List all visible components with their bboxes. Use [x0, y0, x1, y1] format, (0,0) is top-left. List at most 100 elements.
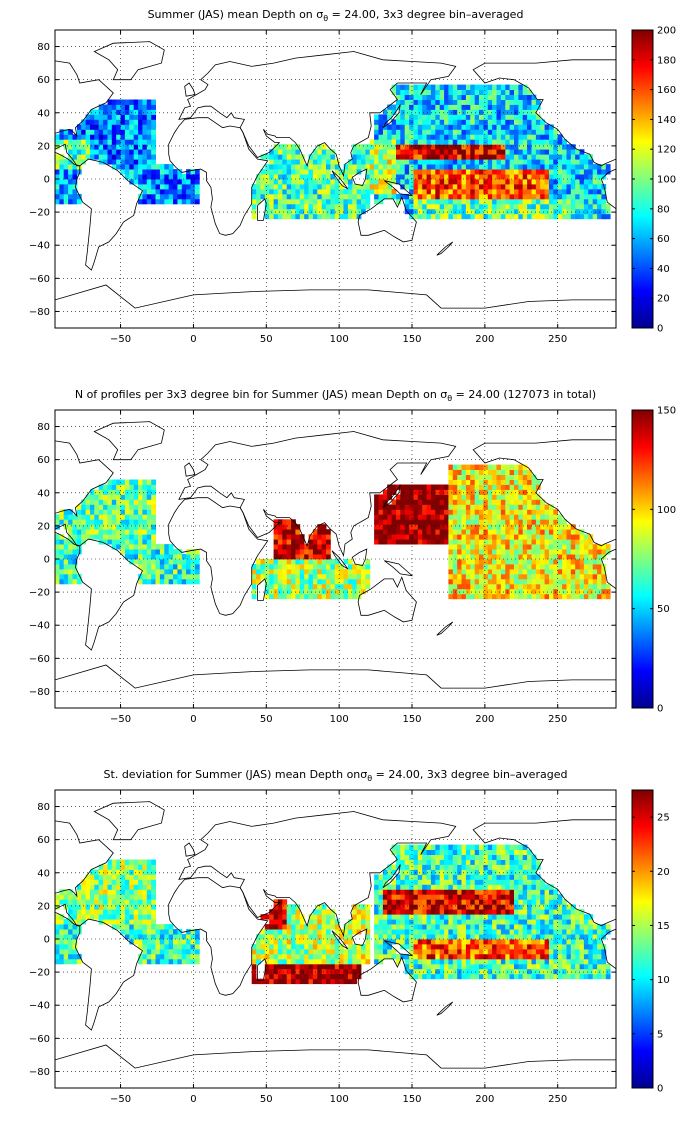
- heatmap-cell: [378, 948, 384, 955]
- heatmap-cell: [291, 958, 296, 965]
- heatmap-cell: [557, 198, 563, 205]
- heatmap-cell: [522, 564, 528, 570]
- heatmap-cell: [518, 139, 524, 145]
- heatmap-cell: [103, 914, 108, 920]
- heatmap-cell: [579, 179, 585, 185]
- heatmap-cell: [168, 953, 174, 960]
- heatmap-cell: [553, 593, 559, 600]
- heatmap-cell: [400, 844, 406, 850]
- heatmap-cell: [312, 529, 318, 535]
- heatmap-cell: [592, 203, 598, 210]
- heatmap-cell: [326, 149, 331, 155]
- heatmap-cell: [409, 494, 414, 500]
- heatmap-cell: [129, 504, 135, 510]
- heatmap-cell: [487, 578, 493, 585]
- heatmap-cell: [457, 139, 462, 145]
- heatmap-cell: [129, 544, 135, 550]
- heatmap-cell: [588, 188, 594, 195]
- heatmap-cell: [514, 179, 519, 185]
- heatmap-cell: [417, 854, 423, 860]
- heatmap-cell: [509, 184, 515, 190]
- heatmap-cell: [321, 944, 327, 950]
- heatmap-cell: [400, 889, 406, 895]
- heatmap-cell: [566, 588, 572, 595]
- heatmap-cell: [299, 198, 305, 205]
- heatmap-cell: [72, 179, 78, 185]
- heatmap-cell: [531, 539, 537, 545]
- heatmap-cell: [457, 104, 462, 110]
- heatmap-cell: [308, 958, 314, 965]
- heatmap-cell: [597, 188, 602, 195]
- colorbar-tick-label: 80: [657, 204, 670, 215]
- heatmap-cell: [94, 134, 100, 140]
- heatmap-cell: [251, 198, 257, 205]
- heatmap-cell: [509, 554, 515, 560]
- heatmap-cell: [90, 504, 95, 510]
- heatmap-cell: [474, 588, 480, 595]
- heatmap-cell: [164, 169, 170, 175]
- heatmap-cell: [483, 509, 489, 515]
- heatmap-cell: [400, 509, 406, 515]
- heatmap-cell: [549, 514, 554, 520]
- heatmap-cell: [422, 114, 427, 120]
- heatmap-cell: [277, 968, 283, 975]
- heatmap-cell: [479, 208, 484, 215]
- heatmap-cell: [63, 889, 69, 895]
- heatmap-cell: [531, 119, 537, 125]
- heatmap-cell: [592, 554, 598, 560]
- heatmap-cell: [527, 174, 532, 180]
- heatmap-cell: [343, 939, 349, 945]
- heatmap-cell: [562, 573, 567, 580]
- heatmap-cell: [465, 144, 471, 150]
- heatmap-cell: [435, 973, 441, 980]
- heatmap-cell: [417, 174, 423, 180]
- heatmap-cell: [282, 159, 288, 165]
- heatmap-cell: [579, 564, 585, 570]
- heatmap-cell: [430, 884, 436, 890]
- heatmap-cell: [435, 953, 441, 960]
- heatmap-cell: [461, 89, 467, 95]
- heatmap-cell: [500, 514, 506, 520]
- heatmap-cell: [291, 164, 296, 170]
- heatmap-cell: [457, 544, 462, 550]
- heatmap-cell: [562, 583, 567, 590]
- heatmap-cell: [457, 94, 462, 100]
- heatmap-cell: [76, 193, 82, 200]
- heatmap-cell: [518, 519, 524, 525]
- heatmap-cell: [286, 164, 292, 170]
- heatmap-cell: [142, 179, 148, 185]
- heatmap-cell: [190, 193, 196, 200]
- heatmap-cell: [531, 554, 537, 560]
- heatmap-cell: [553, 549, 559, 555]
- heatmap-cell: [277, 944, 283, 950]
- heatmap-cell: [505, 144, 511, 150]
- heatmap-cell: [549, 134, 554, 140]
- heatmap-cell: [588, 208, 594, 215]
- heatmap-cell: [409, 904, 414, 910]
- heatmap-cell: [400, 909, 406, 915]
- heatmap-cell: [583, 544, 589, 550]
- heatmap-cell: [194, 184, 200, 190]
- heatmap-cell: [487, 519, 493, 525]
- heatmap-cell: [413, 849, 419, 855]
- heatmap-cell: [540, 119, 545, 125]
- heatmap-cell: [461, 578, 467, 585]
- heatmap-cell: [312, 539, 318, 545]
- heatmap-cell: [430, 184, 436, 190]
- heatmap-cell: [400, 179, 406, 185]
- heatmap-cell: [391, 174, 397, 180]
- heatmap-cell: [98, 864, 104, 870]
- heatmap-cell: [374, 509, 379, 515]
- heatmap-cell: [308, 973, 314, 980]
- heatmap-cell: [146, 514, 152, 520]
- heatmap-cell: [194, 568, 200, 575]
- heatmap-cell: [496, 564, 502, 570]
- heatmap-cell: [85, 899, 91, 905]
- heatmap-cell: [605, 588, 611, 595]
- heatmap-cell: [382, 169, 388, 175]
- heatmap-cell: [514, 89, 519, 95]
- heatmap-cell: [430, 198, 436, 205]
- heatmap-cell: [461, 494, 467, 500]
- heatmap-cell: [269, 184, 274, 190]
- heatmap-cell: [540, 198, 545, 205]
